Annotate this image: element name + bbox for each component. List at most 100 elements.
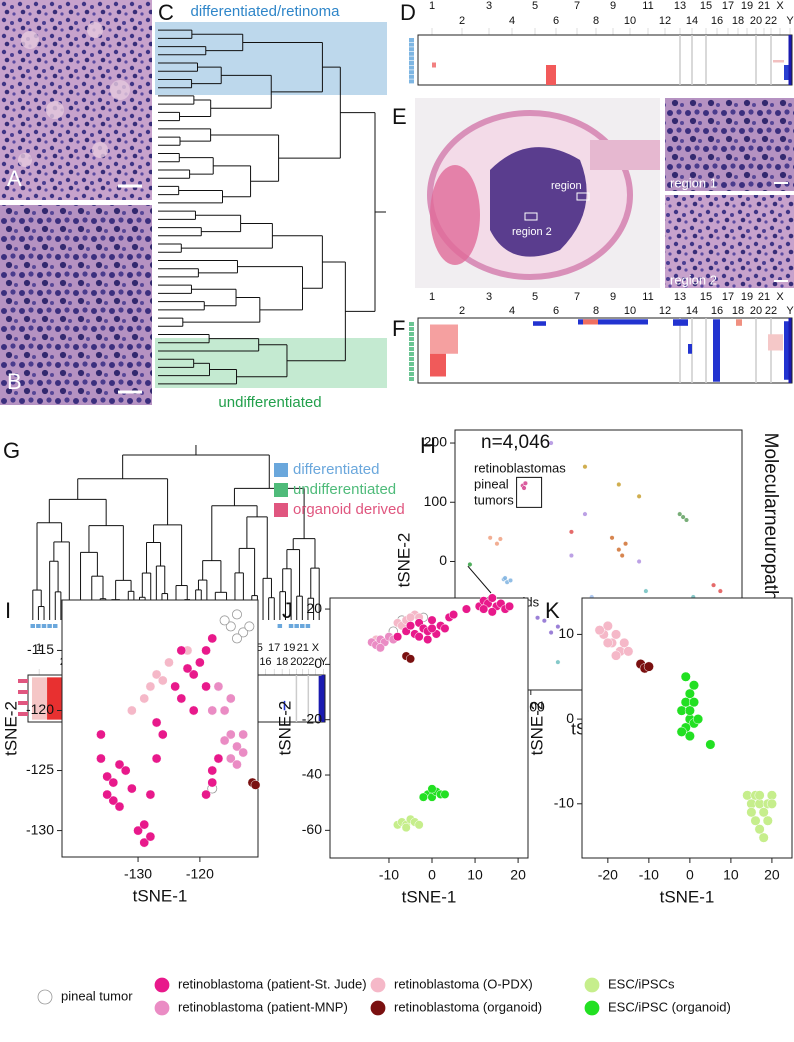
legend-swatch bbox=[274, 503, 288, 517]
chromosome-label: 12 bbox=[659, 15, 671, 27]
rosette bbox=[46, 101, 64, 119]
scatter-point bbox=[487, 593, 497, 603]
chromosome-label: 15 bbox=[700, 0, 712, 12]
cn-segment bbox=[432, 62, 436, 68]
panel-label: G bbox=[3, 438, 20, 463]
scatter-point bbox=[195, 657, 205, 668]
sample-marker bbox=[409, 42, 414, 47]
scatter-point bbox=[440, 623, 450, 633]
scatter-point bbox=[423, 634, 433, 645]
chromosome-label: 2 bbox=[459, 305, 465, 317]
leaf-marker bbox=[41, 624, 47, 628]
scatter-point bbox=[405, 654, 416, 664]
chromosome-label: 13 bbox=[674, 0, 686, 12]
x-tick-label: -10 bbox=[379, 867, 399, 883]
cn-segment bbox=[736, 319, 742, 326]
legend-marker bbox=[370, 1000, 386, 1016]
chromosome-label: 9 bbox=[610, 291, 616, 303]
cn-segment bbox=[47, 677, 63, 720]
cn-segment bbox=[784, 65, 790, 80]
scatter-point bbox=[225, 729, 236, 740]
scatter-point bbox=[555, 624, 561, 630]
scatter-point bbox=[219, 615, 230, 626]
scatter-point bbox=[418, 792, 428, 802]
panel-label: H bbox=[420, 433, 436, 458]
scatter-point bbox=[754, 790, 765, 801]
scatter-point bbox=[619, 553, 625, 559]
rosette bbox=[92, 142, 108, 158]
sample-marker bbox=[23, 701, 28, 705]
chromosome-label: 11 bbox=[642, 291, 653, 303]
chromosome-label: 19 bbox=[741, 0, 753, 12]
scatter-point bbox=[114, 759, 125, 770]
x-axis-title: tSNE-1 bbox=[402, 887, 457, 906]
scatter-point bbox=[96, 729, 106, 740]
legend-marker bbox=[370, 977, 386, 993]
scatter-point bbox=[758, 832, 769, 843]
sample-marker bbox=[409, 322, 414, 326]
region-label: region 1 bbox=[670, 175, 717, 190]
pointer bbox=[467, 565, 492, 594]
legend-label: ESC/iPSC (organoid) bbox=[608, 999, 731, 1014]
cn-segment bbox=[784, 321, 790, 380]
legend: differentiated undifferentiated organoid d… bbox=[274, 461, 405, 518]
scatter-point bbox=[225, 753, 236, 764]
chromosome-label: Y bbox=[786, 305, 794, 317]
scatter-point bbox=[188, 669, 199, 680]
scatter-point bbox=[145, 681, 156, 692]
chromosome-label: 8 bbox=[593, 305, 599, 317]
chromosome-label: 6 bbox=[553, 305, 559, 317]
chromosome-label: 4 bbox=[509, 305, 515, 317]
scatter-point bbox=[108, 795, 119, 806]
scatter-point bbox=[610, 629, 622, 640]
scatter-point bbox=[414, 632, 424, 642]
panel-label: F bbox=[392, 316, 405, 341]
scatter-point bbox=[487, 535, 493, 541]
legend-label: undifferentiated bbox=[293, 481, 396, 498]
sample-marker bbox=[409, 38, 414, 42]
scatter-point bbox=[102, 789, 112, 800]
legend: pineal tumor retinoblastoma (patient-St. … bbox=[37, 976, 731, 1016]
scatter-point bbox=[548, 440, 554, 446]
sample-marker bbox=[409, 65, 414, 70]
scatter-point bbox=[176, 645, 187, 656]
scatter-point bbox=[461, 604, 471, 614]
chromosome-label: 21 bbox=[297, 642, 309, 654]
y-tick-label: 20 bbox=[306, 600, 322, 616]
highlight-box bbox=[516, 476, 543, 508]
chromosome-label: 18 bbox=[732, 305, 744, 317]
sample-marker bbox=[23, 712, 28, 716]
chromosome-label: 17 bbox=[722, 0, 734, 12]
scatter-point bbox=[414, 820, 424, 830]
legend-marker bbox=[154, 977, 170, 993]
scatter-point bbox=[594, 625, 605, 636]
cluster-label: pineal bbox=[474, 476, 509, 491]
chromosome-label: 7 bbox=[574, 0, 580, 12]
chromosome-label: 22 bbox=[765, 15, 777, 27]
x-tick-label: 10 bbox=[467, 867, 483, 883]
scatter-point bbox=[213, 753, 224, 764]
y-axis-title: tSNE-2 bbox=[527, 701, 546, 756]
scatter-point bbox=[238, 729, 249, 740]
legend-label: retinoblastoma (patient-MNP) bbox=[178, 999, 348, 1014]
region-box bbox=[576, 192, 590, 201]
group-label: undifferentiated bbox=[218, 394, 321, 411]
panel-label: E bbox=[392, 104, 407, 129]
panel-label: B bbox=[7, 369, 22, 394]
leaf-marker bbox=[52, 624, 58, 628]
scatter-point bbox=[693, 714, 704, 725]
chromosome-label: 9 bbox=[610, 0, 616, 12]
scatter-point bbox=[479, 604, 489, 614]
scatter-point bbox=[636, 493, 642, 499]
scatter-point bbox=[623, 541, 629, 547]
group-label: differentiated/retinoma bbox=[191, 3, 341, 20]
scatter-point bbox=[766, 798, 777, 809]
y-axis-title: tSNE-2 bbox=[1, 701, 20, 756]
chromosome-label: 1 bbox=[36, 642, 42, 654]
cn-segment bbox=[578, 319, 623, 325]
chromosome-label: 14 bbox=[686, 305, 698, 317]
scatter-point bbox=[127, 783, 137, 794]
scatter-point bbox=[494, 541, 500, 547]
scatter-point bbox=[610, 650, 622, 661]
sample-marker bbox=[409, 70, 414, 75]
